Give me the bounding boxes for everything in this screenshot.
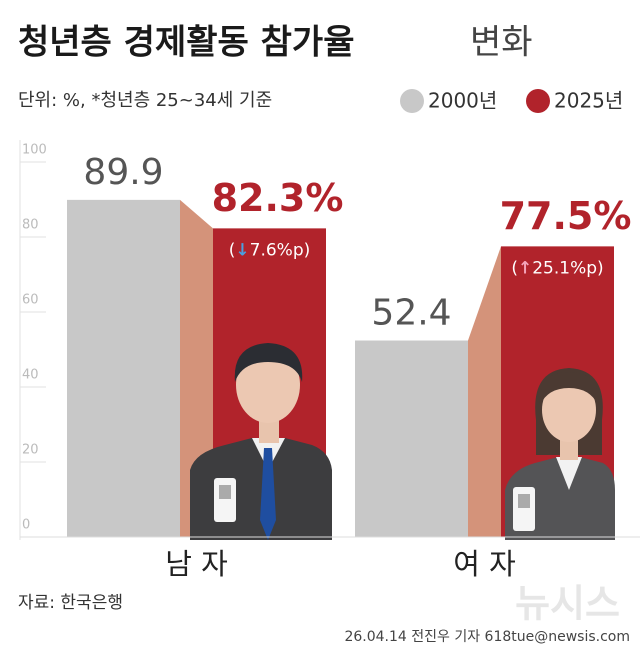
legend-label: 2025년	[554, 89, 623, 113]
y-tick-label: 80	[22, 218, 39, 233]
man-illustration	[190, 343, 332, 540]
value-label: 89.9	[83, 152, 163, 193]
chart-title-suffix: 변화	[470, 23, 533, 63]
legend-swatch	[526, 89, 550, 113]
illustrations	[190, 343, 615, 540]
y-tick-label: 60	[22, 293, 39, 308]
subtitle: 단위: %, *청년층 25~34세 기준	[18, 90, 272, 111]
bar	[67, 199, 180, 537]
woman-illustration	[505, 368, 615, 540]
change-label: (↓7.6%p)	[229, 240, 311, 260]
change-open: (	[511, 258, 518, 278]
source: 자료: 한국은행	[18, 593, 123, 613]
x-tick-label: 여 자	[453, 547, 516, 581]
change-label: (↑25.1%p)	[511, 258, 603, 278]
y-tick-label: 20	[22, 443, 39, 458]
chart-title: 청년층 경제활동 참가율	[18, 23, 354, 63]
change-text: 25.1%p)	[532, 258, 603, 278]
value-label: 77.5%	[500, 194, 632, 238]
watermark: 뉴시스	[515, 582, 620, 626]
value-label: 82.3%	[212, 176, 344, 220]
legend-label: 2000년	[428, 89, 497, 113]
change-arrow: ↑	[518, 258, 532, 278]
y-tick-label: 40	[22, 368, 39, 383]
legend-swatch	[400, 89, 424, 113]
change-text: 7.6%p)	[250, 240, 311, 260]
y-tick-label: 100	[22, 143, 47, 158]
bar	[355, 340, 468, 537]
x-tick-label: 남 자	[165, 547, 228, 581]
value-label: 52.4	[371, 293, 451, 334]
change-arrow: ↓	[235, 240, 249, 260]
credit: 26.04.14 전진우 기자 618tue@newsis.com	[344, 629, 630, 645]
marks	[67, 199, 614, 537]
change-open: (	[229, 240, 236, 260]
connector	[468, 246, 501, 537]
y-tick-label: 0	[22, 518, 30, 533]
